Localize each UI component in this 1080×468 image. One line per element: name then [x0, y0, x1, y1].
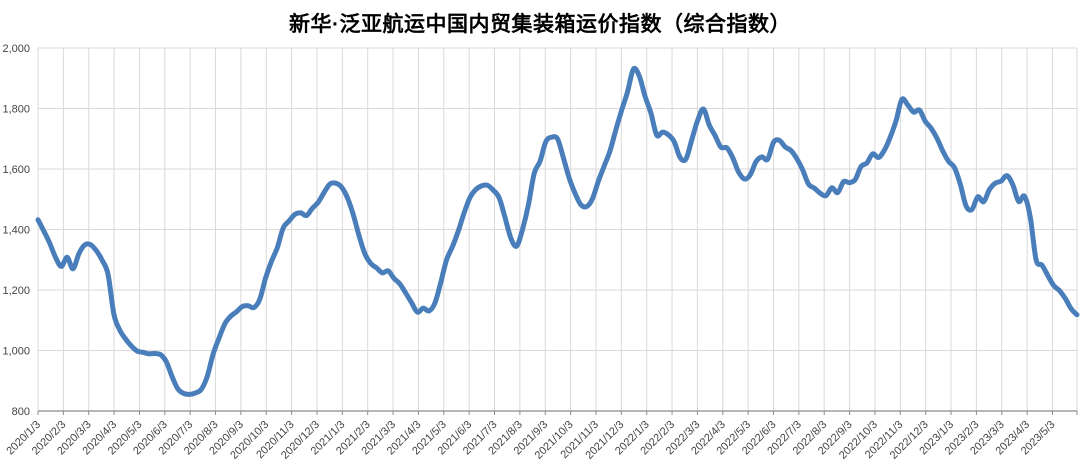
y-tick-label: 1,200: [2, 285, 30, 297]
y-axis-labels: 800 1,000 1,200 1,400 1,600 1,800 2,000: [2, 43, 30, 418]
x-axis-labels: 2020/1/32020/2/32020/3/32020/4/32020/5/3…: [4, 419, 1057, 462]
y-tick-label: 2,000: [2, 43, 30, 55]
y-tick-label: 1,400: [2, 225, 30, 237]
y-tick-label: 1,600: [2, 164, 30, 176]
axis-lines: [37, 410, 1078, 415]
y-tick-label: 800: [12, 406, 30, 418]
composite-index-line: [35, 65, 1080, 397]
y-tick-label: 1,800: [2, 104, 30, 116]
chart-title: 新华·泛亚航运中国内贸集装箱运价指数（综合指数）: [289, 13, 791, 36]
y-gridlines: [38, 47, 1077, 351]
index-line-path: [35, 65, 1080, 397]
y-tick-label: 1,000: [2, 346, 30, 358]
